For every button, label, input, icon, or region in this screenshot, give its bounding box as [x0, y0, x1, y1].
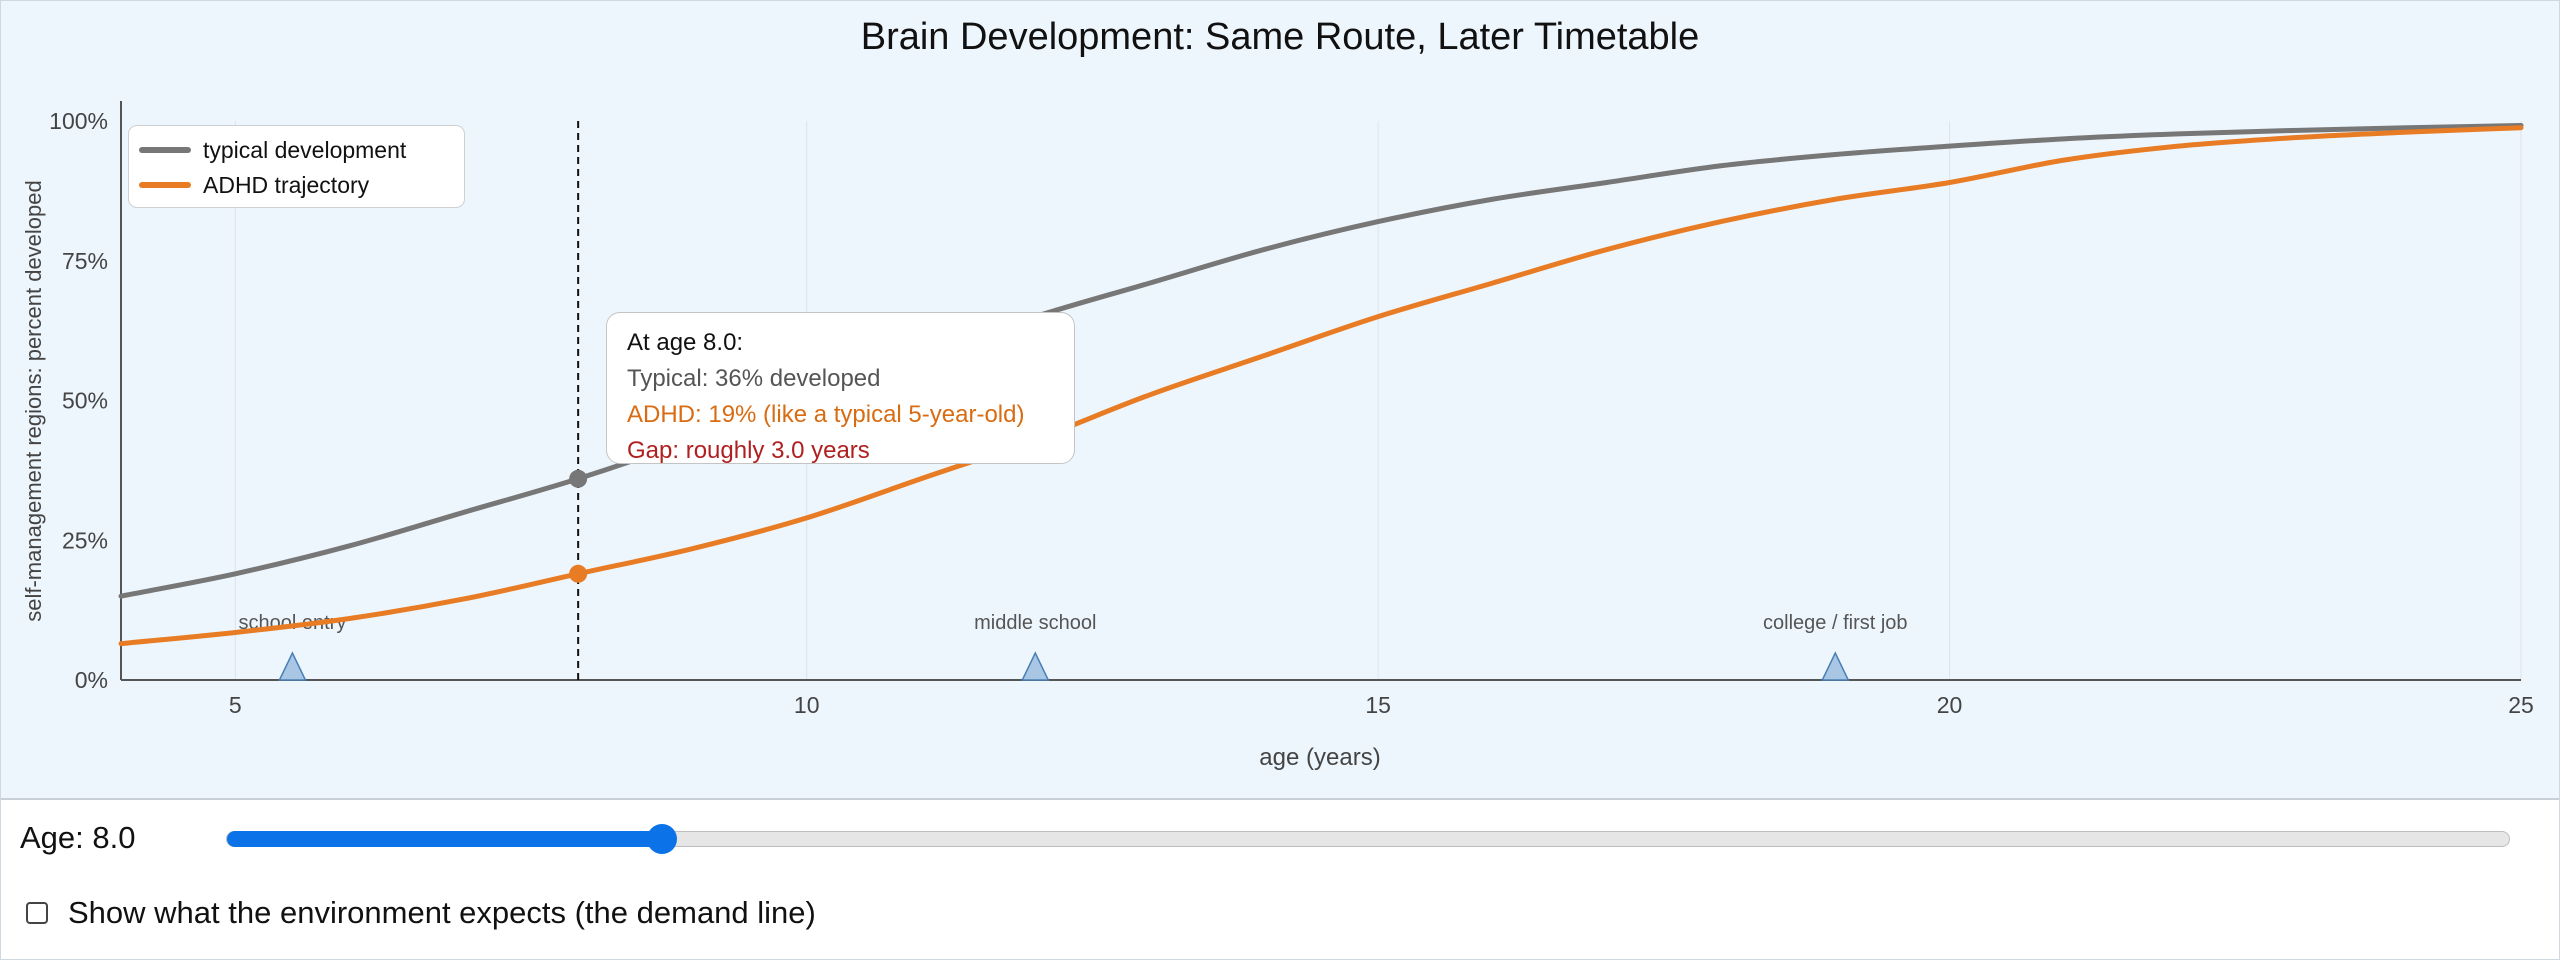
- series-layer: [118, 122, 2524, 647]
- demand-line-checkbox[interactable]: [26, 902, 48, 924]
- demand-toggle-row[interactable]: Show what the environment expects (the d…: [26, 895, 816, 930]
- age-slider-thumb[interactable]: [647, 824, 678, 854]
- controls-panel: [1, 800, 2559, 959]
- axes-layer: 5 10 15 20 25 0% 25% 50% 75% 100%: [49, 101, 2534, 718]
- x-tick-label: 10: [794, 692, 820, 718]
- x-tick-label: 25: [2508, 692, 2534, 718]
- grid-layer: [234, 121, 2522, 680]
- y-tick-label: 25%: [62, 527, 108, 553]
- legend-swatch-adhd: [139, 182, 191, 188]
- legend-item-typical: typical development: [139, 135, 406, 165]
- demand-line-label[interactable]: Show what the environment expects (the d…: [68, 895, 816, 930]
- typical-series-line: [118, 122, 2524, 599]
- typical-marker-point: [569, 469, 588, 488]
- age-slider[interactable]: [226, 824, 2510, 854]
- milestone-layer: school entry middle school college / first…: [239, 612, 1908, 681]
- adhd-marker-point: [569, 564, 588, 583]
- chart-title: Brain Development: Same Route, Later Tim…: [861, 16, 1700, 58]
- chart-svg: Brain Development: Same Route, Later Tim…: [21, 16, 2534, 771]
- x-tick-label: 5: [229, 692, 242, 718]
- age-slider-fill: [227, 831, 663, 847]
- x-tick-label: 20: [1937, 692, 1963, 718]
- legend-label-adhd: ADHD trajectory: [203, 171, 370, 198]
- tooltip-gap: Gap: roughly 3.0 years: [627, 437, 870, 464]
- x-axis-label: age (years): [1259, 744, 1380, 771]
- milestone-label: middle school: [974, 612, 1096, 634]
- milestone-marker: [278, 651, 307, 681]
- y-tick-label: 0%: [75, 667, 108, 693]
- tooltip-title: At age 8.0:: [627, 329, 744, 356]
- milestone-marker: [1821, 651, 1850, 681]
- y-tick-label: 50%: [62, 388, 108, 414]
- chart-legend: typical development ADHD trajectory: [128, 125, 465, 208]
- adhd-series-line: [118, 125, 2524, 647]
- legend-item-adhd: ADHD trajectory: [139, 170, 369, 200]
- y-axis-label: self-management regions: percent develop…: [21, 180, 46, 622]
- y-tick-label: 75%: [62, 248, 108, 274]
- milestone-label: college / first job: [1763, 612, 1908, 634]
- chart-panel: Brain Development: Same Route, Later Tim…: [1, 1, 2559, 800]
- legend-swatch-typical: [139, 147, 191, 153]
- marker-layer: [569, 121, 588, 680]
- age-readout: Age: 8.0: [20, 820, 136, 855]
- age-tooltip: At age 8.0: Typical: 36% developed ADHD:…: [606, 312, 1075, 464]
- tooltip-adhd: ADHD: 19% (like a typical 5-year-old): [627, 401, 1025, 428]
- y-tick-label: 100%: [49, 108, 108, 134]
- x-tick-label: 15: [1365, 692, 1391, 718]
- milestone-marker: [1021, 651, 1050, 681]
- legend-label-typical: typical development: [203, 136, 407, 163]
- tooltip-typical: Typical: 36% developed: [627, 365, 881, 392]
